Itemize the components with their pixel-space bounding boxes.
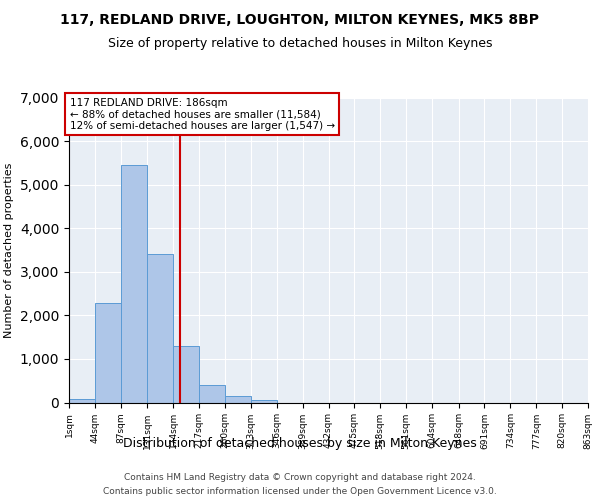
Bar [95, 303, 121, 402]
Text: 117, REDLAND DRIVE, LOUGHTON, MILTON KEYNES, MK5 8BP: 117, REDLAND DRIVE, LOUGHTON, MILTON KEY… [61, 12, 539, 26]
Bar [69, 400, 95, 402]
Text: Contains HM Land Registry data © Crown copyright and database right 2024.: Contains HM Land Registry data © Crown c… [124, 472, 476, 482]
Bar [225, 396, 251, 402]
Text: Distribution of detached houses by size in Milton Keynes: Distribution of detached houses by size … [123, 438, 477, 450]
Bar [121, 165, 146, 402]
Text: Size of property relative to detached houses in Milton Keynes: Size of property relative to detached ho… [108, 38, 492, 51]
Y-axis label: Number of detached properties: Number of detached properties [4, 162, 14, 338]
Text: Contains public sector information licensed under the Open Government Licence v3: Contains public sector information licen… [103, 488, 497, 496]
Bar [147, 254, 173, 402]
Bar [251, 400, 277, 402]
Bar [199, 385, 225, 402]
Bar [173, 346, 199, 403]
Text: 117 REDLAND DRIVE: 186sqm
← 88% of detached houses are smaller (11,584)
12% of s: 117 REDLAND DRIVE: 186sqm ← 88% of detac… [70, 98, 335, 130]
